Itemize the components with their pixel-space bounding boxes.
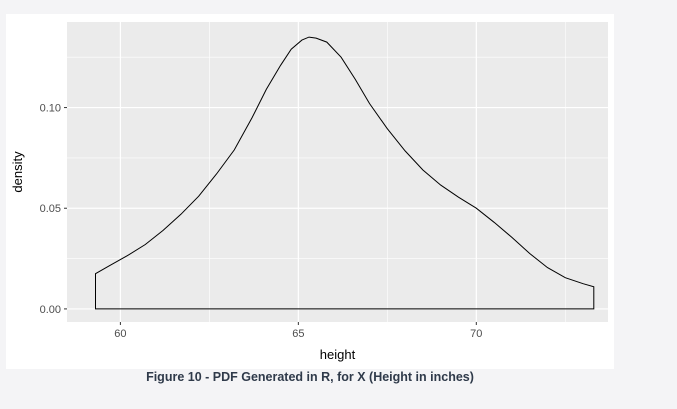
density-chart: 60 65 70 0.00 0.05 0.10 height density: [10, 22, 608, 362]
x-tick-label: 70: [470, 328, 482, 340]
x-tick-label: 60: [114, 328, 126, 340]
plot-panel: [67, 22, 608, 322]
figure-card: 60 65 70 0.00 0.05 0.10 height density: [6, 14, 614, 369]
x-tick-label: 65: [292, 328, 304, 340]
density-curve: [95, 36, 595, 310]
x-axis-title: height: [320, 347, 356, 362]
x-axis: 60 65 70: [114, 322, 482, 340]
figure-caption: Figure 10 - PDF Generated in R, for X (H…: [146, 370, 474, 384]
y-axis: 0.00 0.05 0.10: [40, 103, 67, 316]
grid-minor: [67, 22, 608, 322]
y-axis-title: density: [10, 151, 25, 193]
y-tick-label: 0.05: [40, 203, 61, 215]
y-tick-label: 0.10: [40, 103, 61, 115]
y-tick-label: 0.00: [40, 304, 61, 316]
